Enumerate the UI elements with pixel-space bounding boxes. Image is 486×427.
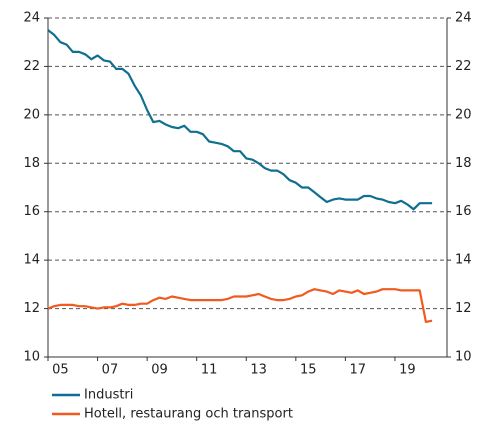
x-tick-label: 09 (151, 363, 168, 378)
x-tick-label: 07 (102, 363, 119, 378)
y2-tick-label: 12 (455, 301, 472, 316)
y2-tick-label: 10 (455, 350, 472, 365)
y2-tick-label: 20 (455, 107, 472, 122)
x-tick-label: 15 (300, 363, 317, 378)
x-tick-label: 11 (201, 363, 218, 378)
y2-tick-label: 22 (455, 59, 472, 74)
series-line (47, 288, 433, 323)
y-tick-label: 16 (23, 204, 40, 219)
y-tick-label: 14 (23, 253, 40, 268)
y-tick-label: 20 (23, 107, 40, 122)
y2-tick-label: 14 (455, 253, 472, 268)
x-tick-label: 17 (350, 363, 367, 378)
x-tick-label: 13 (250, 363, 267, 378)
y-tick-label: 12 (23, 301, 40, 316)
y-tick-label: 24 (23, 11, 40, 26)
y2-tick-label: 24 (455, 11, 472, 26)
y2-tick-label: 18 (455, 156, 472, 171)
y-tick-label: 10 (23, 350, 40, 365)
legend-label: Hotell, restaurang och transport (84, 407, 293, 422)
y2-tick-label: 16 (455, 204, 472, 219)
y-tick-label: 22 (23, 59, 40, 74)
series-line (47, 29, 433, 211)
x-tick-label: 05 (52, 363, 69, 378)
x-tick-label: 19 (399, 363, 416, 378)
y-tick-label: 18 (23, 156, 40, 171)
legend-label: Industri (84, 388, 133, 403)
